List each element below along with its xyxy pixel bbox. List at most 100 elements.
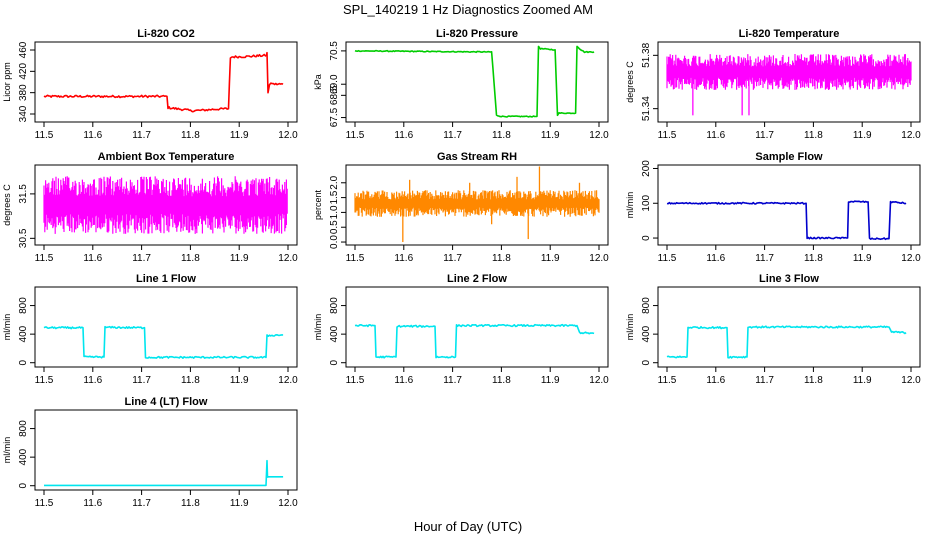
y-tick-label: 70.5 bbox=[329, 41, 340, 61]
series-line bbox=[354, 323, 595, 359]
y-tick-label: 0 bbox=[641, 235, 652, 241]
y-tick-label: 400 bbox=[18, 448, 29, 465]
x-tick-label: 11.9 bbox=[230, 498, 249, 509]
plot-frame bbox=[34, 164, 298, 246]
x-tick-label: 11.5 bbox=[346, 375, 365, 386]
panel-title: Line 3 Flow bbox=[759, 273, 819, 285]
series-line bbox=[43, 325, 284, 360]
plot-frame bbox=[657, 164, 921, 246]
y-tick-label: 340 bbox=[18, 105, 29, 122]
plot-frame bbox=[345, 41, 609, 123]
x-tick-label: 11.7 bbox=[755, 253, 774, 264]
x-tick-label: 11.8 bbox=[492, 375, 511, 386]
series-line bbox=[43, 51, 284, 113]
y-axis-label: degrees C bbox=[2, 184, 12, 226]
plot-area bbox=[44, 459, 284, 487]
x-tick-label: 11.7 bbox=[755, 375, 774, 386]
x-tick-label: 11.6 bbox=[394, 253, 413, 264]
x-tick-label: 11.7 bbox=[443, 253, 462, 264]
y-tick-label: 380 bbox=[18, 84, 29, 101]
x-tick-label: 11.7 bbox=[132, 375, 151, 386]
x-tick-label: 11.8 bbox=[804, 253, 823, 264]
panel-title: Line 1 Flow bbox=[136, 273, 196, 285]
y-axis-label: ml/min bbox=[625, 314, 635, 341]
x-tick-label: 11.5 bbox=[35, 375, 54, 386]
panel-gas-stream-rh: Gas Stream RH percent 11.5 11.6 11.7 11.8 11.9… bbox=[313, 151, 609, 264]
panel-title: Sample Flow bbox=[755, 151, 823, 163]
x-tick-label: 12.0 bbox=[278, 498, 298, 509]
y-tick-label: 0.5 bbox=[329, 220, 340, 234]
y-tick-label: 1.0 bbox=[329, 205, 340, 219]
x-tick-label: 11.5 bbox=[658, 375, 677, 386]
x-tick-label: 12.0 bbox=[589, 375, 609, 386]
x-tick-label: 11.8 bbox=[181, 498, 200, 509]
x-tick-label: 11.8 bbox=[181, 130, 200, 141]
x-tick-label: 11.5 bbox=[658, 253, 677, 264]
panel-line-1-flow: Line 1 Flow ml/min 11.5 11.6 11.7 11.8 11.9 12.… bbox=[2, 273, 298, 386]
y-tick-label: 800 bbox=[18, 420, 29, 437]
plot-frame bbox=[34, 41, 298, 123]
series-line bbox=[666, 325, 907, 359]
x-tick-label: 11.6 bbox=[83, 375, 102, 386]
plot-area bbox=[354, 45, 595, 118]
panel-title: Li-820 CO2 bbox=[137, 28, 194, 40]
series-line bbox=[354, 45, 595, 118]
plot-area bbox=[43, 176, 288, 234]
panel-ambient-box-temperature: Ambient Box Temperature degrees C 11.5 11.6… bbox=[2, 151, 298, 264]
y-tick-label: 2.0 bbox=[329, 175, 340, 189]
plot-frame bbox=[345, 164, 609, 246]
panel-title: Ambient Box Temperature bbox=[98, 151, 235, 163]
panel-li820-temperature: Li-820 Temperature degrees C 11.5 11.6 11.7 1… bbox=[625, 28, 921, 141]
x-tick-label: 12.0 bbox=[589, 130, 609, 141]
y-axis-label: ml/min bbox=[625, 192, 635, 219]
y-tick-label: 0 bbox=[329, 359, 340, 365]
panel-li820-co2: Li-820 CO2 Licor ppm 11.5 11.6 11.7 11.8 11.9 1… bbox=[2, 28, 298, 141]
x-tick-label: 11.6 bbox=[706, 375, 725, 386]
y-tick-label: 100 bbox=[641, 194, 652, 211]
plot-area bbox=[43, 51, 284, 113]
x-tick-label: 11.9 bbox=[853, 130, 872, 141]
x-tick-label: 11.6 bbox=[706, 253, 725, 264]
x-tick-label: 12.0 bbox=[589, 253, 609, 264]
x-tick-label: 11.8 bbox=[804, 130, 823, 141]
x-tick-label: 11.8 bbox=[804, 375, 823, 386]
y-axis-label: Licor ppm bbox=[2, 62, 12, 102]
x-tick-label: 11.5 bbox=[658, 130, 677, 141]
panel-line-2-flow: Line 2 Flow ml/min 11.5 11.6 11.7 11.8 11.9 12.… bbox=[313, 273, 609, 386]
y-tick-label: 400 bbox=[641, 325, 652, 342]
panel-title: Gas Stream RH bbox=[437, 151, 517, 163]
x-tick-label: 11.7 bbox=[132, 130, 151, 141]
y-tick-label: 51.34 bbox=[641, 96, 652, 121]
plot-area bbox=[354, 166, 600, 243]
x-tick-label: 11.6 bbox=[83, 498, 102, 509]
x-tick-label: 11.7 bbox=[132, 498, 151, 509]
y-tick-label: 68.5 bbox=[329, 85, 340, 105]
plot-area bbox=[666, 54, 912, 116]
plot-frame bbox=[34, 286, 298, 368]
y-tick-label: 400 bbox=[18, 325, 29, 342]
x-tick-label: 12.0 bbox=[901, 253, 921, 264]
plot-area bbox=[666, 200, 907, 241]
y-tick-label: 31.5 bbox=[18, 184, 29, 204]
x-tick-label: 11.6 bbox=[394, 130, 413, 141]
x-tick-label: 12.0 bbox=[278, 130, 298, 141]
y-axis-label: degrees C bbox=[625, 61, 635, 103]
x-tick-label: 11.6 bbox=[706, 130, 725, 141]
x-tick-label: 11.7 bbox=[443, 375, 462, 386]
x-tick-label: 11.7 bbox=[755, 130, 774, 141]
plot-frame bbox=[657, 286, 921, 368]
panel-title: Li-820 Temperature bbox=[739, 28, 840, 40]
x-tick-label: 11.7 bbox=[132, 253, 151, 264]
y-tick-label: 0 bbox=[641, 359, 652, 365]
series-band bbox=[354, 190, 600, 217]
y-tick-label: 1.5 bbox=[329, 190, 340, 204]
x-tick-label: 11.9 bbox=[541, 253, 560, 264]
series-line bbox=[44, 459, 284, 487]
x-tick-label: 11.9 bbox=[230, 253, 249, 264]
plot-frame bbox=[34, 409, 298, 491]
x-tick-label: 11.9 bbox=[541, 130, 560, 141]
x-tick-label: 12.0 bbox=[278, 253, 298, 264]
y-axis-label: ml/min bbox=[2, 437, 12, 464]
x-tick-label: 11.8 bbox=[492, 253, 511, 264]
plot-area bbox=[354, 323, 595, 359]
